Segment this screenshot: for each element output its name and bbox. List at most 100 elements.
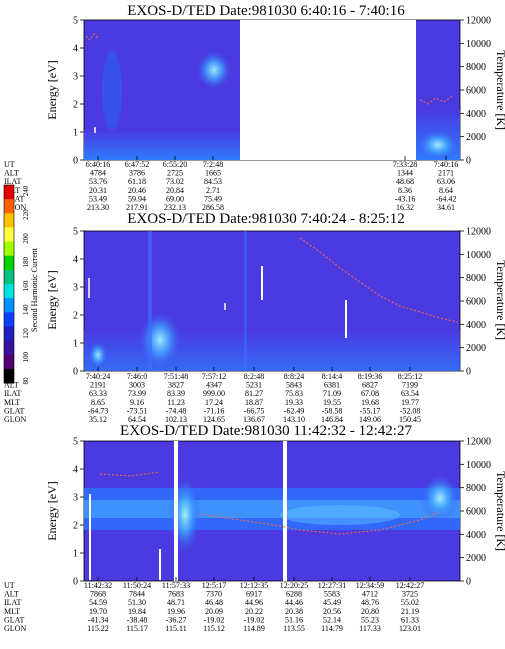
temperature-tick-label: 10000 <box>466 39 491 50</box>
colorbar-cell <box>4 312 14 327</box>
table-cell: 20.56 <box>323 607 341 616</box>
table-row-label: ILAT <box>4 389 21 398</box>
table-cell: 11.23 <box>167 398 185 407</box>
table-cell: 7844 <box>129 590 145 599</box>
table-cell: 18.87 <box>245 398 263 407</box>
panel-1-glow-region <box>196 50 232 90</box>
table-cell: 19.68 <box>361 398 379 407</box>
energy-tick-label: 1 <box>73 339 78 350</box>
table-cell: 6827 <box>362 381 378 390</box>
table-cell: 12:5:17 <box>202 581 226 590</box>
table-cell: 7370 <box>206 590 222 599</box>
energy-tick-label: 3 <box>73 493 78 504</box>
table-cell: 59.94 <box>128 194 146 203</box>
table-cell: 46.48 <box>205 598 223 607</box>
temperature-tick-label: 2000 <box>466 132 486 143</box>
table-cell: 52.14 <box>323 615 341 624</box>
table-cell: 115.12 <box>203 624 225 633</box>
table-cell: 63.06 <box>437 177 455 186</box>
table-cell: 8.36 <box>398 186 412 195</box>
table-cell: 12:42:27 <box>396 581 424 590</box>
colorbar-cell <box>4 241 14 257</box>
temperature-tick-label: 12000 <box>466 227 491 238</box>
table-cell: 7:40:24 <box>86 372 110 381</box>
table-cell: 7683 <box>168 590 184 599</box>
table-cell: 2171 <box>438 169 454 178</box>
table-cell: 4347 <box>206 381 222 390</box>
table-cell: 5231 <box>246 381 262 390</box>
energy-tick-label: 1 <box>73 128 78 139</box>
table-cell: 6288 <box>286 590 302 599</box>
colorbar-cell <box>4 185 14 200</box>
panel-2-ylabel-right: Temperature [K] <box>494 260 505 340</box>
table-row-label: ILAT <box>4 177 21 186</box>
table-cell: 55.02 <box>401 598 419 607</box>
table-cell: 4712 <box>362 590 378 599</box>
table-cell: 19.77 <box>401 398 419 407</box>
table-row-label: GLAT <box>4 615 25 624</box>
energy-tick-label: 5 <box>73 437 78 448</box>
panel-3: EXOS-D/TED Date:981030 11:42:32 - 12:42:… <box>4 423 505 633</box>
table-cell: 19.33 <box>285 398 303 407</box>
table-cell: 217.91 <box>126 203 148 212</box>
temperature-tick-label: 6000 <box>466 297 486 308</box>
table-cell: 124.65 <box>203 415 225 424</box>
table-cell: 7:57:12 <box>202 372 226 381</box>
table-cell: 999.00 <box>203 389 225 398</box>
table-cell: -19.02 <box>244 615 265 624</box>
table-cell: 143.10 <box>283 415 305 424</box>
table-cell: 20.38 <box>285 607 303 616</box>
table-cell: 114.89 <box>243 624 265 633</box>
table-cell: 3725 <box>402 590 418 599</box>
table-cell: 8:8:24 <box>284 372 304 381</box>
table-cell: 2191 <box>90 381 106 390</box>
table-cell: 19.84 <box>128 607 146 616</box>
table-cell: 44.96 <box>245 598 263 607</box>
temperature-tick-label: 4000 <box>466 530 486 541</box>
table-cell: -66.75 <box>244 406 265 415</box>
table-cell: -58.58 <box>322 406 343 415</box>
table-cell: 5583 <box>324 590 340 599</box>
table-cell: 102.13 <box>165 415 187 424</box>
table-cell: -41.34 <box>88 615 109 624</box>
table-cell: 48.68 <box>396 177 414 186</box>
panel-2-streak <box>148 231 152 371</box>
table-cell: -36.27 <box>166 615 187 624</box>
table-row-label: ALT <box>4 169 19 178</box>
table-cell: -19.02 <box>204 615 225 624</box>
energy-tick-label: 2 <box>73 521 78 532</box>
table-cell: 3003 <box>129 381 145 390</box>
colorbar-cell <box>4 284 14 299</box>
table-cell: 61.18 <box>128 177 146 186</box>
panel-3-glow-band <box>280 505 400 525</box>
panel-1-temperature-trace-left <box>85 33 99 41</box>
table-cell: 63.54 <box>401 389 419 398</box>
colorbar-tick-label: 180 <box>22 257 30 268</box>
table-cell: 123.01 <box>399 624 421 633</box>
table-cell: 19.70 <box>89 607 107 616</box>
table-cell: 34.61 <box>437 203 455 212</box>
temperature-tick-label: 6000 <box>466 86 486 97</box>
table-cell: -62.49 <box>284 406 305 415</box>
colorbar-cell <box>4 354 14 370</box>
table-cell: 6381 <box>324 381 340 390</box>
table-cell: 8:14:4 <box>322 372 342 381</box>
energy-tick-label: 2 <box>73 100 78 111</box>
colorbar-tick-label: 220 <box>22 209 30 220</box>
table-cell: 54.59 <box>89 598 107 607</box>
colorbar-cell <box>4 255 14 271</box>
table-cell: 4784 <box>90 169 106 178</box>
energy-tick-label: 5 <box>73 227 78 238</box>
table-cell: 20.22 <box>245 607 263 616</box>
panel-1-ylabel: Energy [eV] <box>45 60 59 119</box>
table-cell: 150.45 <box>399 415 421 424</box>
table-cell: 7:46:0 <box>127 372 147 381</box>
colorbar-tick-label: 100 <box>22 352 30 363</box>
table-cell: 53.49 <box>89 194 107 203</box>
energy-tick-label: 2 <box>73 311 78 322</box>
colorbar-tick-label: 240 <box>22 185 30 196</box>
table-cell: 20.46 <box>128 186 146 195</box>
energy-tick-label: 3 <box>73 72 78 83</box>
colorbar-cell <box>4 199 14 214</box>
panel-2-glow-region <box>138 310 182 370</box>
